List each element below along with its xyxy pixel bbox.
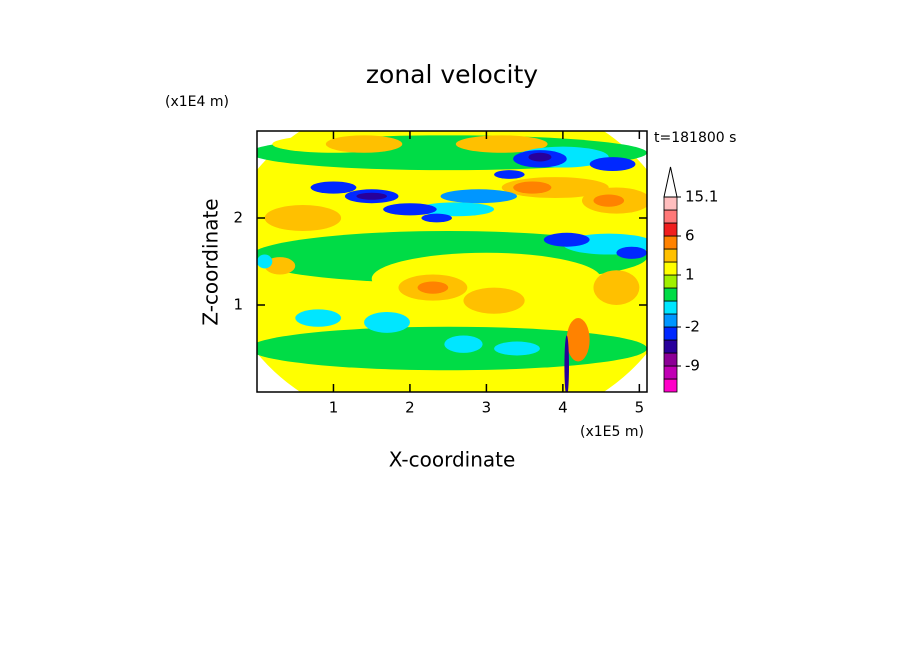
plot-frame — [256, 130, 648, 393]
y-tick-label: 1 — [233, 296, 243, 314]
contour-region — [616, 246, 647, 259]
contour-region — [589, 157, 636, 172]
colorbar-label: -9 — [685, 357, 700, 375]
x-tick-label: 5 — [635, 399, 645, 417]
contour-region — [566, 318, 590, 362]
colorbar-segment — [663, 339, 678, 354]
contour-region — [463, 287, 525, 314]
colorbar-arrow — [663, 166, 678, 198]
contour-region — [310, 181, 357, 194]
x-tick-label: 1 — [329, 399, 339, 417]
colorbar-segment — [663, 235, 678, 250]
contour-region — [543, 232, 590, 247]
contour-region — [564, 335, 569, 392]
contour-region — [325, 135, 403, 153]
x-tick-label: 3 — [482, 399, 492, 417]
contour-region — [417, 281, 449, 294]
contour-region — [593, 270, 640, 305]
colorbar-label: 15.1 — [685, 188, 718, 206]
colorbar-segment — [663, 287, 678, 302]
colorbar-segment — [663, 222, 678, 237]
colorbar-segment — [663, 248, 678, 263]
contour-region — [455, 135, 548, 153]
colorbar-segment — [663, 326, 678, 341]
colorbar-label: 6 — [685, 227, 695, 245]
colorbar-label: -2 — [685, 318, 700, 336]
contour-region — [257, 254, 273, 269]
axes: 1 2 3 4 5 1 2 15.1 6 1 -2 -9 — [233, 130, 718, 417]
contour-region — [494, 341, 540, 356]
colorbar-segment — [663, 209, 678, 224]
contour-region — [513, 181, 552, 194]
x-tick-label: 4 — [558, 399, 568, 417]
y-tick-label: 2 — [233, 209, 243, 227]
colorbar-segment — [663, 300, 678, 315]
contour-region — [295, 309, 342, 327]
contour-region — [593, 194, 625, 207]
colorbar-segment — [663, 378, 678, 393]
colorbar-segment — [663, 261, 678, 276]
colorbar-segment — [663, 196, 678, 211]
chart-title: zonal velocity — [366, 60, 538, 89]
contour-region — [356, 192, 387, 200]
contour-region — [440, 189, 517, 204]
colorbar-segment — [663, 365, 678, 380]
time-label: t=181800 s — [654, 130, 736, 146]
colorbar-segment — [663, 352, 678, 367]
contour-region — [417, 202, 495, 217]
colorbar-segment — [663, 274, 678, 289]
contour-region — [444, 335, 483, 353]
y-unit: (x1E4 m) — [165, 94, 229, 110]
contour-field — [257, 131, 647, 392]
contour-region — [494, 170, 525, 179]
y-axis-label: Z-coordinate — [199, 198, 223, 325]
contour-region — [264, 204, 342, 232]
contour-region — [421, 213, 452, 223]
colorbar-label: 1 — [685, 266, 695, 284]
contour-region — [528, 152, 552, 162]
x-axis-label: X-coordinate — [389, 448, 516, 472]
x-tick-label: 2 — [405, 399, 415, 417]
contour-region — [364, 311, 410, 333]
contour-region — [383, 203, 437, 216]
x-unit: (x1E5 m) — [580, 424, 644, 440]
colorbar-segment — [663, 313, 678, 328]
